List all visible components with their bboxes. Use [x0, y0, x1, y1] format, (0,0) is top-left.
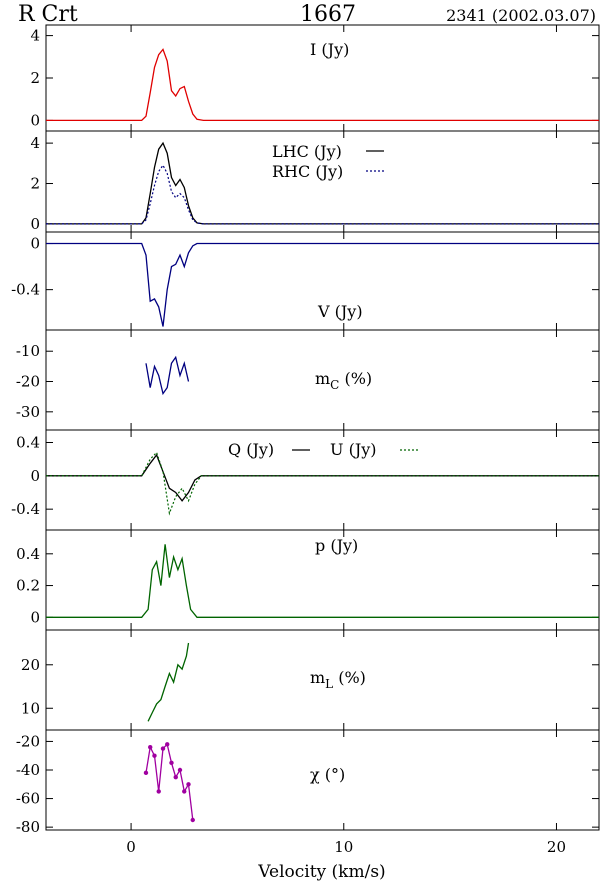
y-tick-label: -20 — [16, 373, 40, 391]
y-tick-label: 0.4 — [16, 434, 40, 452]
legend-label-lhc: LHC (Jy) — [272, 142, 342, 161]
y-tick-label: 10 — [21, 699, 40, 717]
y-tick-label: 0.2 — [16, 577, 40, 595]
y-tick-label: -30 — [16, 403, 40, 421]
star-name: R Crt — [18, 2, 78, 27]
data-point — [177, 767, 183, 773]
y-tick-label: -0.4 — [11, 500, 40, 518]
panel-title: V (Jy) — [317, 302, 363, 321]
data-point — [160, 746, 166, 751]
x-tick-label: 10 — [334, 838, 353, 856]
panel-title: mC (%) — [315, 369, 372, 392]
y-tick-label: 0 — [30, 235, 40, 253]
y-tick-label: 0 — [30, 467, 40, 485]
y-tick-label: -10 — [16, 342, 40, 360]
y-tick-label: -20 — [16, 732, 40, 750]
data-point — [186, 782, 191, 787]
legend-label-q: Q (Jy) — [228, 440, 274, 459]
series-line — [46, 164, 599, 225]
series-line — [46, 141, 599, 225]
panel-frame — [45, 429, 600, 531]
y-tick-label: -40 — [16, 761, 40, 779]
y-tick-label: 4 — [30, 27, 40, 45]
y-tick-label: 0 — [30, 111, 40, 129]
x-tick-label: 20 — [547, 838, 566, 856]
data-point — [156, 789, 161, 794]
data-point — [173, 774, 178, 780]
data-point — [169, 760, 174, 766]
series-line — [147, 642, 190, 722]
y-tick-label: 2 — [30, 69, 40, 87]
series-line — [46, 451, 599, 516]
line-frequency: 1667 — [300, 2, 356, 27]
data-point — [165, 742, 170, 747]
panel-title: p (Jy) — [315, 536, 358, 555]
y-tick-label: 4 — [30, 134, 40, 152]
panel-title: I (Jy) — [310, 40, 349, 59]
y-tick-label: 0.4 — [16, 545, 40, 563]
legend-label-rhc: RHC (Jy) — [272, 162, 343, 181]
y-tick-label: -0.4 — [11, 281, 40, 299]
epoch-label: 2341 (2002.03.07) — [446, 6, 596, 25]
y-tick-label: 0 — [30, 215, 40, 233]
data-point — [182, 789, 187, 794]
data-point — [190, 817, 195, 823]
y-tick-label: -80 — [16, 818, 40, 836]
y-tick-label: 20 — [21, 656, 40, 674]
series-line — [46, 544, 599, 618]
data-point — [152, 753, 157, 758]
panel-title: χ (°) — [310, 765, 345, 784]
series-line — [145, 355, 190, 396]
legend-label-u: U (Jy) — [330, 440, 377, 459]
data-point — [148, 744, 153, 750]
x-axis-label: Velocity (km/s) — [257, 862, 385, 882]
y-tick-label: -60 — [16, 790, 40, 808]
series-line — [46, 453, 599, 502]
series-line — [46, 242, 599, 327]
panel-title: mL (%) — [310, 668, 366, 691]
panel-frame — [45, 729, 600, 831]
series-line — [46, 48, 599, 122]
y-tick-label: 2 — [30, 175, 40, 193]
x-tick-label: 0 — [126, 838, 136, 856]
data-point — [143, 770, 149, 776]
y-tick-label: 0 — [30, 608, 40, 626]
